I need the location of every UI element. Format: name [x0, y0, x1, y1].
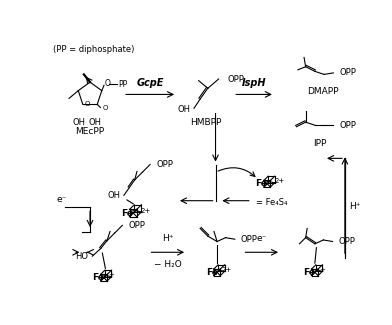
Text: − H₂O: − H₂O: [154, 260, 181, 269]
Text: Fe: Fe: [255, 179, 267, 188]
Text: 2+: 2+: [140, 208, 150, 214]
Text: HO: HO: [76, 252, 89, 261]
Text: MEcPP: MEcPP: [75, 127, 105, 136]
Text: (PP = diphosphate): (PP = diphosphate): [53, 45, 134, 54]
FancyArrowPatch shape: [218, 168, 255, 176]
Text: +: +: [109, 272, 114, 279]
Text: DMAPP: DMAPP: [308, 87, 339, 96]
Text: PP: PP: [119, 80, 128, 89]
Text: Fe: Fe: [206, 268, 218, 277]
Text: O: O: [104, 79, 110, 88]
Text: Fe: Fe: [303, 268, 316, 277]
Text: +: +: [319, 267, 325, 273]
Text: Fe: Fe: [121, 209, 133, 217]
Text: IspH: IspH: [242, 77, 266, 87]
Text: 2+: 2+: [274, 178, 284, 185]
Text: 2+: 2+: [222, 267, 232, 273]
Text: OPP: OPP: [339, 237, 356, 246]
Text: IPP: IPP: [313, 139, 326, 148]
Text: OPP: OPP: [228, 75, 245, 84]
Text: OPP: OPP: [339, 121, 356, 130]
Text: OPP: OPP: [156, 160, 173, 169]
Text: e⁻: e⁻: [256, 234, 267, 243]
Text: GcpE: GcpE: [136, 77, 164, 87]
Text: OPP: OPP: [339, 68, 356, 77]
Text: O: O: [84, 101, 90, 107]
Text: O: O: [103, 105, 108, 111]
Text: OPP: OPP: [129, 221, 145, 230]
Text: H⁺: H⁺: [349, 202, 360, 211]
Text: OH: OH: [88, 118, 101, 126]
Text: H⁺: H⁺: [162, 234, 174, 243]
Text: = Fe₄S₄: = Fe₄S₄: [256, 198, 288, 207]
Text: OH: OH: [108, 191, 121, 200]
Text: HMBPP: HMBPP: [190, 118, 221, 127]
Text: Fe: Fe: [93, 273, 104, 282]
Text: OPP: OPP: [241, 235, 258, 244]
Text: OH: OH: [178, 105, 191, 114]
Text: e⁻: e⁻: [56, 195, 67, 204]
Text: OH: OH: [73, 118, 86, 126]
